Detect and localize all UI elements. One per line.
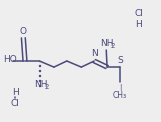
Text: CH₃: CH₃ xyxy=(113,91,127,100)
Bar xyxy=(39,85,40,86)
Text: H: H xyxy=(12,88,19,97)
Text: Cl: Cl xyxy=(11,99,20,108)
Bar xyxy=(39,75,40,76)
Text: |: | xyxy=(119,84,121,91)
Text: 2: 2 xyxy=(110,43,115,49)
Bar xyxy=(39,70,40,71)
Text: HO: HO xyxy=(4,55,17,64)
Text: Cl: Cl xyxy=(134,9,143,18)
Bar xyxy=(39,65,40,66)
Bar xyxy=(39,80,40,81)
Text: O: O xyxy=(20,27,27,36)
Text: 2: 2 xyxy=(44,84,49,90)
Text: H: H xyxy=(135,20,142,29)
Text: NH: NH xyxy=(100,39,113,48)
Text: NH: NH xyxy=(34,80,47,89)
Text: N: N xyxy=(91,49,98,58)
Text: S: S xyxy=(118,56,123,65)
